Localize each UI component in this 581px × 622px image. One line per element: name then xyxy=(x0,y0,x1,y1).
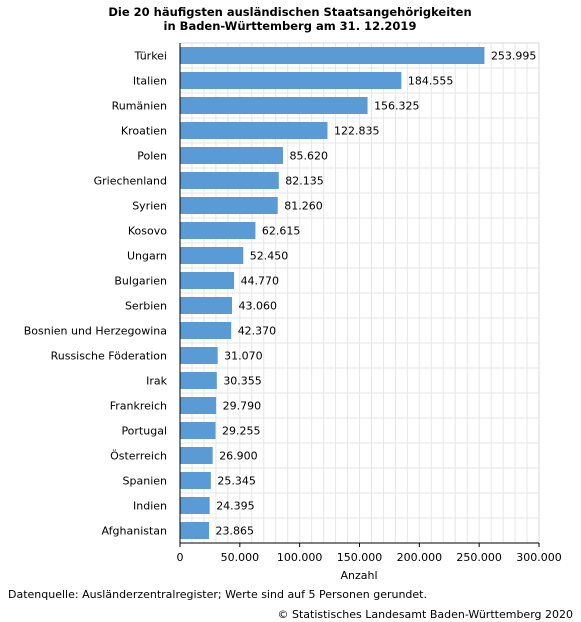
category-label: Österreich xyxy=(110,450,167,463)
category-label: Italien xyxy=(133,75,167,88)
x-tick-label: 100.000 xyxy=(277,551,323,564)
value-label: 122.835 xyxy=(334,125,380,138)
x-tick-label: 50.000 xyxy=(221,551,260,564)
x-tick-label: 150.000 xyxy=(337,551,383,564)
x-tick-label: 0 xyxy=(177,551,184,564)
value-label: 253.995 xyxy=(491,50,537,63)
bars xyxy=(180,47,485,539)
category-label: Irak xyxy=(146,375,168,388)
chart-title-line-1: Die 20 häufigsten ausländischen Staatsan… xyxy=(108,5,471,19)
bar xyxy=(180,172,279,189)
x-tick-labels: 0 50.000 100.000 150.000 200.000 250.000 300.0… xyxy=(177,543,562,564)
bar xyxy=(180,397,217,414)
value-label: 29.255 xyxy=(222,425,261,438)
bar xyxy=(180,97,368,114)
bar xyxy=(180,72,402,89)
category-label: Indien xyxy=(133,500,167,513)
value-label: 24.395 xyxy=(216,500,255,513)
value-label: 44.770 xyxy=(241,275,280,288)
x-axis-label: Anzahl xyxy=(340,569,377,582)
category-labels: Türkei Italien Rumänien Kroatien Polen Griech… xyxy=(24,50,168,538)
bar xyxy=(180,197,278,214)
category-label: Bulgarien xyxy=(114,275,167,288)
bar xyxy=(180,522,210,539)
category-label: Türkei xyxy=(133,50,167,63)
value-label: 81.260 xyxy=(284,200,323,213)
category-label: Syrien xyxy=(132,200,167,213)
bar xyxy=(180,422,216,439)
category-label: Rumänien xyxy=(112,100,167,113)
value-labels: 253.995 184.555 156.325 122.835 85.620 82.135… xyxy=(216,50,537,538)
x-tick-label: 200.000 xyxy=(397,551,443,564)
category-label: Polen xyxy=(137,150,167,163)
bar xyxy=(180,122,328,139)
value-label: 26.900 xyxy=(219,450,258,463)
value-label: 85.620 xyxy=(289,150,328,163)
value-label: 31.070 xyxy=(224,350,262,363)
category-label: Ungarn xyxy=(127,250,167,263)
category-label: Bosnien und Herzegowina xyxy=(24,325,167,338)
category-label: Frankreich xyxy=(110,400,167,413)
bar xyxy=(180,447,213,464)
bar xyxy=(180,297,233,314)
grid-lines xyxy=(179,42,540,544)
value-label: 156.325 xyxy=(374,100,420,113)
category-label: Kosovo xyxy=(128,225,167,238)
value-label: 184.555 xyxy=(408,75,454,88)
value-label: 43.060 xyxy=(239,300,278,313)
category-label: Griechenland xyxy=(94,175,167,188)
bar xyxy=(180,472,211,489)
chart-title-line-2: in Baden-Württemberg am 31. 12.2019 xyxy=(164,19,417,33)
bar xyxy=(180,322,232,339)
value-label: 30.355 xyxy=(223,375,262,388)
category-label: Portugal xyxy=(121,425,167,438)
x-tick-label: 300.000 xyxy=(516,551,562,564)
bar xyxy=(180,222,256,239)
bar xyxy=(180,347,218,364)
category-label: Russische Föderation xyxy=(51,350,167,363)
bar xyxy=(180,272,235,289)
bar xyxy=(180,47,485,64)
value-label: 62.615 xyxy=(262,225,301,238)
category-label: Kroatien xyxy=(121,125,167,138)
value-label: 52.450 xyxy=(250,250,289,263)
bar xyxy=(180,372,217,389)
category-label: Spanien xyxy=(123,475,168,488)
source-note: Datenquelle: Ausländerzentralregister; W… xyxy=(8,588,427,601)
bar xyxy=(180,147,283,164)
value-label: 42.370 xyxy=(238,325,276,338)
value-label: 25.345 xyxy=(217,475,256,488)
category-label: Serbien xyxy=(125,300,167,313)
value-label: 23.865 xyxy=(216,525,255,538)
category-label: Afghanistan xyxy=(102,525,168,538)
copyright-note: © Statistisches Landesamt Baden-Württemb… xyxy=(277,608,573,621)
x-tick-label: 250.000 xyxy=(456,551,502,564)
value-label: 29.790 xyxy=(223,400,261,413)
value-label: 82.135 xyxy=(285,175,324,188)
bar xyxy=(180,497,210,514)
bar xyxy=(180,247,244,264)
